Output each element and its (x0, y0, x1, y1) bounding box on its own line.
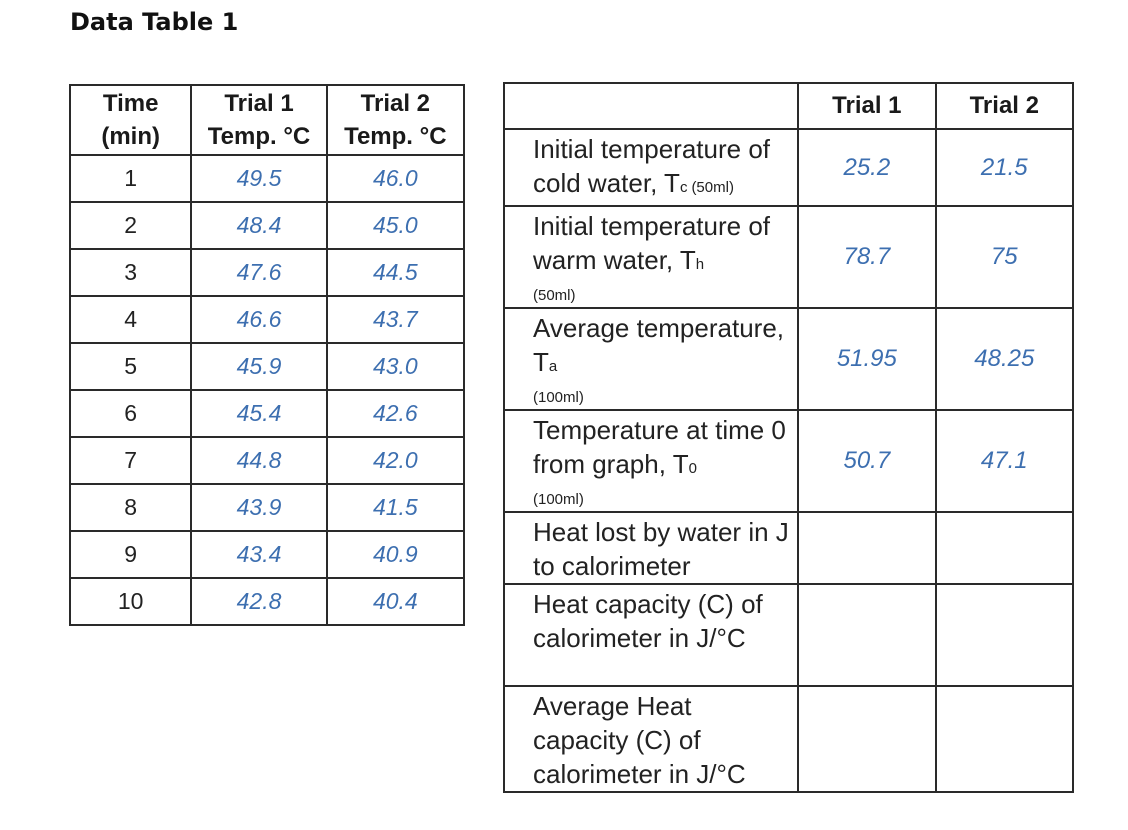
quantity-label-text: Temperature at time 0 from graph, T (533, 415, 786, 479)
trial1-temp-cell: 46.6 (190, 295, 328, 344)
trial2-value-cell (934, 511, 1075, 585)
trial2-temp-cell: 44.5 (325, 248, 466, 297)
time-cell: 8 (68, 483, 193, 532)
table-row: Heat capacity (C) of calorimeter in J/°C (502, 583, 1075, 687)
page-title: Data Table 1 (70, 8, 239, 36)
quantity-subscript: h (695, 256, 705, 273)
time-temperature-table: Time (min) Trial 1 Temp. °C Trial 2 Temp. °… (68, 84, 466, 626)
volume-note: (100ml) (533, 491, 584, 508)
table-row: Heat lost by water in J to calorimeter (502, 511, 1075, 585)
time-cell: 6 (68, 389, 193, 438)
volume-note: (50ml) (533, 287, 576, 304)
table-row: 4 46.6 43.7 (68, 295, 466, 344)
trial2-value-cell: 21.5 (934, 128, 1075, 207)
results-header-trial1: Trial 1 (797, 82, 937, 130)
quantity-label: Initial temperature of cold water, Tc (50… (502, 128, 800, 207)
quantity-label-text: Initial temperature of cold water, T (533, 134, 771, 198)
trial1-temp-cell: 45.4 (190, 389, 328, 438)
quantity-label: Heat capacity (C) of calorimeter in J/°C (502, 583, 800, 687)
volume-note: (100ml) (533, 389, 584, 406)
table-header-row: Time (min) Trial 1 Temp. °C Trial 2 Temp. °… (68, 84, 466, 156)
trial2-temp-cell: 42.0 (325, 436, 466, 485)
table-row: 9 43.4 40.9 (68, 530, 466, 579)
table-row: Average Heat capacity (C) of calorimeter… (502, 685, 1075, 793)
quantity-label-text: Initial temperature of warm water, T (533, 211, 771, 275)
trial1-temp-cell: 48.4 (190, 201, 328, 250)
table-row: 6 45.4 42.6 (68, 389, 466, 438)
table-row: 2 48.4 45.0 (68, 201, 466, 250)
results-table: Trial 1 Trial 2 Initial temperature of c… (502, 82, 1075, 793)
trial1-value-cell (797, 583, 937, 687)
time-cell: 10 (68, 577, 193, 626)
trial1-value-cell: 50.7 (797, 409, 937, 513)
table-row: 7 44.8 42.0 (68, 436, 466, 485)
quantity-label: Average temperature, Ta (100ml) (502, 307, 800, 411)
volume-note: (50ml) (691, 179, 734, 196)
time-cell: 2 (68, 201, 193, 250)
trial2-temp-cell: 43.7 (325, 295, 466, 344)
trial2-temp-cell: 40.9 (325, 530, 466, 579)
trial2-temp-cell: 40.4 (325, 577, 466, 626)
quantity-label-text: Average temperature, T (533, 313, 784, 377)
table-row: Initial temperature of warm water, Th (50… (502, 205, 1075, 309)
trial2-temp-cell: 46.0 (325, 154, 466, 203)
trial2-temp-cell: 43.0 (325, 342, 466, 391)
trial1-temp-cell: 49.5 (190, 154, 328, 203)
quantity-subscript: 0 (688, 460, 697, 477)
quantity-subscript: a (548, 358, 558, 375)
results-header-blank (502, 82, 800, 130)
table-row: 8 43.9 41.5 (68, 483, 466, 532)
header-trial2: Trial 2 Temp. °C (325, 84, 466, 156)
header-trial1: Trial 1 Temp. °C (190, 84, 328, 156)
trial2-value-cell: 47.1 (934, 409, 1075, 513)
trial1-value-cell: 25.2 (797, 128, 937, 207)
table-row: Initial temperature of cold water, Tc (50… (502, 128, 1075, 207)
trial2-value-cell (934, 583, 1075, 687)
quantity-subscript: c (679, 179, 688, 196)
time-cell: 5 (68, 342, 193, 391)
quantity-label: Temperature at time 0 from graph, T0 (100… (502, 409, 800, 513)
trial2-value-cell (934, 685, 1075, 793)
trial1-value-cell: 78.7 (797, 205, 937, 309)
quantity-label-text: Average Heat capacity (C) of calorimeter… (533, 691, 746, 789)
table-row: Average temperature, Ta (100ml) 51.95 48.25 (502, 307, 1075, 411)
quantity-label-text: Heat capacity (C) of calorimeter in J/°C (533, 589, 763, 653)
trial1-value-cell (797, 685, 937, 793)
table-row: 10 42.8 40.4 (68, 577, 466, 626)
table-row: 1 49.5 46.0 (68, 154, 466, 203)
quantity-label: Initial temperature of warm water, Th (50… (502, 205, 800, 309)
table-row: 3 47.6 44.5 (68, 248, 466, 297)
trial1-temp-cell: 43.4 (190, 530, 328, 579)
header-time: Time (min) (68, 84, 193, 156)
time-cell: 1 (68, 154, 193, 203)
trial2-value-cell: 48.25 (934, 307, 1075, 411)
time-cell: 9 (68, 530, 193, 579)
trial2-temp-cell: 42.6 (325, 389, 466, 438)
time-cell: 4 (68, 295, 193, 344)
time-cell: 7 (68, 436, 193, 485)
trial1-temp-cell: 43.9 (190, 483, 328, 532)
results-header-row: Trial 1 Trial 2 (502, 82, 1075, 130)
trial1-temp-cell: 42.8 (190, 577, 328, 626)
trial2-temp-cell: 41.5 (325, 483, 466, 532)
trial1-value-cell: 51.95 (797, 307, 937, 411)
quantity-label-text: Heat lost by water in J to calorimeter (533, 517, 789, 581)
quantity-label: Average Heat capacity (C) of calorimeter… (502, 685, 800, 793)
trial2-value-cell: 75 (934, 205, 1075, 309)
results-header-trial2: Trial 2 (934, 82, 1075, 130)
quantity-label: Heat lost by water in J to calorimeter (502, 511, 800, 585)
time-cell: 3 (68, 248, 193, 297)
table-row: Temperature at time 0 from graph, T0 (100… (502, 409, 1075, 513)
trial1-temp-cell: 44.8 (190, 436, 328, 485)
trial2-temp-cell: 45.0 (325, 201, 466, 250)
table-row: 5 45.9 43.0 (68, 342, 466, 391)
trial1-temp-cell: 45.9 (190, 342, 328, 391)
trial1-temp-cell: 47.6 (190, 248, 328, 297)
trial1-value-cell (797, 511, 937, 585)
